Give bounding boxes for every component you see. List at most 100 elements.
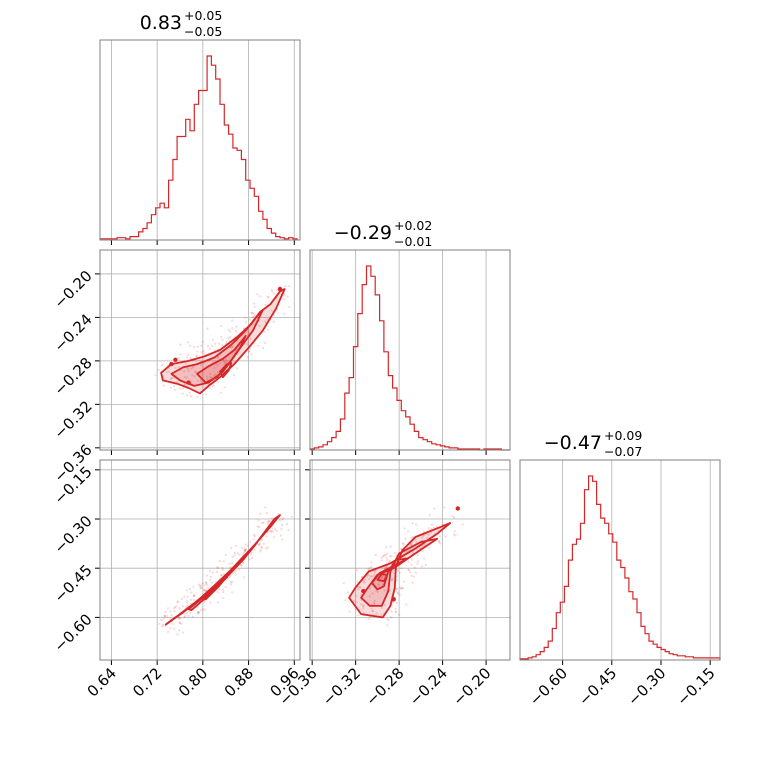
scatter-point bbox=[200, 351, 203, 354]
scatter-point bbox=[420, 565, 423, 568]
scatter-point bbox=[427, 533, 430, 536]
scatter-point bbox=[228, 575, 232, 578]
scatter-point bbox=[422, 534, 425, 538]
scatter-point bbox=[264, 320, 267, 323]
histogram-title-plus: +0.02 bbox=[394, 218, 432, 233]
scatter-point bbox=[421, 550, 424, 553]
scatter-point bbox=[187, 353, 190, 356]
scatter-point bbox=[258, 295, 262, 298]
scatter-point bbox=[346, 591, 349, 594]
scatter-point bbox=[265, 511, 268, 515]
scatter-point bbox=[260, 538, 264, 541]
scatter-point bbox=[390, 555, 393, 558]
scatter-point bbox=[232, 360, 235, 364]
scatter-point bbox=[220, 574, 223, 577]
scatter-point bbox=[414, 571, 417, 574]
scatter-point bbox=[232, 345, 235, 348]
scatter-point bbox=[278, 519, 281, 522]
scatter-point bbox=[368, 587, 371, 590]
scatter-point bbox=[224, 585, 227, 589]
scatter-point bbox=[193, 375, 196, 378]
data-layer bbox=[99, 55, 721, 660]
scatter-point bbox=[186, 341, 190, 344]
scatter-point bbox=[195, 354, 198, 357]
scatter-point bbox=[362, 604, 365, 608]
scatter-point bbox=[217, 356, 220, 359]
scatter-point bbox=[236, 552, 239, 555]
scatter-point bbox=[209, 575, 212, 579]
scatter-point bbox=[199, 380, 203, 383]
scatter-point bbox=[210, 581, 213, 584]
scatter-point bbox=[263, 330, 266, 333]
scatter-point bbox=[258, 324, 261, 328]
scatter-point bbox=[196, 350, 199, 353]
scatter-point bbox=[173, 607, 176, 610]
scatter-point bbox=[243, 576, 246, 579]
scatter-point bbox=[387, 618, 390, 621]
scatter-point bbox=[188, 587, 191, 591]
x-tick-label: 0.64 bbox=[84, 664, 120, 700]
scatter-point bbox=[228, 566, 232, 569]
scatter-point bbox=[239, 564, 242, 567]
contour-level-2 bbox=[371, 557, 409, 591]
scatter-point bbox=[200, 609, 203, 612]
scatter-point bbox=[191, 615, 194, 618]
scatter-point bbox=[269, 519, 272, 523]
scatter-point bbox=[214, 342, 217, 345]
scatter-point bbox=[199, 584, 202, 587]
scatter-point bbox=[231, 572, 234, 575]
scatter-point bbox=[271, 290, 274, 293]
scatter-point bbox=[427, 527, 430, 530]
scatter-point bbox=[251, 315, 254, 319]
scatter-point bbox=[389, 545, 392, 548]
scatter-point bbox=[225, 340, 228, 344]
scatter-point bbox=[205, 574, 208, 577]
scatter-point bbox=[177, 616, 180, 620]
scatter-point bbox=[211, 385, 214, 388]
scatter-point bbox=[401, 542, 404, 545]
scatter-point bbox=[192, 585, 195, 588]
scatter-point bbox=[219, 391, 222, 394]
scatter-point bbox=[193, 594, 196, 597]
scatter-point bbox=[204, 393, 207, 396]
scatter-point bbox=[246, 356, 249, 359]
scatter-point bbox=[395, 601, 398, 605]
scatter-point bbox=[231, 555, 234, 558]
scatter-point bbox=[271, 529, 274, 532]
scatter-point bbox=[429, 531, 432, 534]
scatter-point bbox=[246, 544, 249, 547]
scatter-point bbox=[398, 613, 401, 616]
scatter-point bbox=[206, 344, 209, 348]
scatter-point bbox=[173, 388, 176, 391]
scatter-point bbox=[216, 570, 219, 574]
scatter-point bbox=[216, 381, 219, 384]
scatter-point bbox=[166, 615, 169, 618]
scatter-point bbox=[246, 343, 249, 346]
scatter-point bbox=[194, 371, 198, 374]
scatter-point bbox=[161, 625, 164, 628]
scatter-point bbox=[410, 536, 413, 539]
y-tick-label: −0.20 bbox=[50, 267, 95, 312]
scatter-point bbox=[224, 357, 228, 360]
scatter-point bbox=[172, 376, 175, 379]
scatter-point bbox=[385, 556, 388, 559]
scatter-point bbox=[185, 612, 189, 615]
scatter-point bbox=[241, 546, 244, 550]
scatter-point bbox=[244, 332, 247, 335]
scatter-point bbox=[229, 346, 232, 349]
scatter-point bbox=[169, 627, 172, 630]
scatter-point bbox=[367, 573, 370, 577]
x-tick-label: −0.20 bbox=[449, 664, 494, 709]
scatter-point bbox=[399, 586, 402, 589]
scatter-point bbox=[161, 623, 164, 627]
scatter-point bbox=[200, 587, 203, 590]
scatter-point bbox=[412, 575, 415, 578]
scatter-point bbox=[196, 345, 200, 348]
histogram-title-minus: −0.05 bbox=[184, 24, 222, 39]
scatter-point bbox=[175, 605, 178, 608]
scatter-point bbox=[390, 610, 393, 613]
scatter-point bbox=[169, 377, 173, 380]
x-tick-label: −0.60 bbox=[526, 664, 571, 709]
x-tick-label: −0.24 bbox=[406, 664, 451, 709]
scatter-point bbox=[178, 366, 181, 369]
